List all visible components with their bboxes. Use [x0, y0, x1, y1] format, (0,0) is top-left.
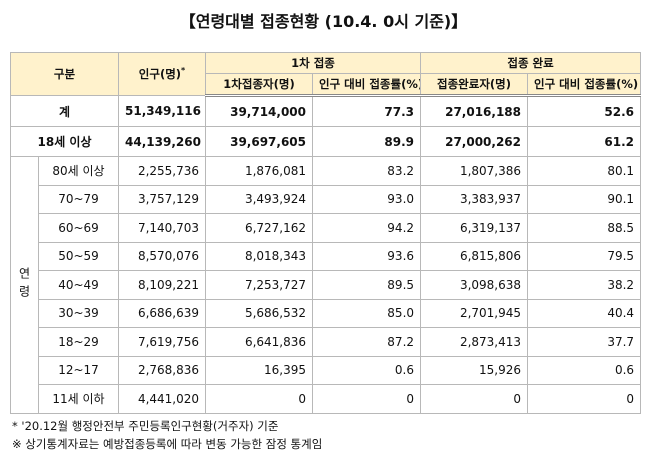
row-label: 18~29 [37, 327, 120, 357]
number-cell: 52.6 [527, 95, 642, 127]
number-cell: 15,926 [420, 355, 529, 385]
header-text: 인구(명) [138, 67, 182, 81]
number-cell: 7,140,703 [118, 213, 207, 243]
row-label: 18세 이상 [9, 126, 120, 157]
number-cell: 0.6 [527, 355, 642, 385]
number-cell: 79.5 [527, 241, 642, 271]
number-cell: 89.5 [312, 270, 422, 300]
number-cell: 0 [527, 384, 642, 414]
number-cell: 80.1 [527, 156, 642, 186]
header-cell: 인구 대비 접종률(%) [527, 73, 642, 97]
number-cell: 4,441,020 [118, 384, 207, 414]
number-cell: 7,619,756 [118, 327, 207, 357]
age-row: 40~49 8,109,221 7,253,727 89.5 3,098,638 38.2 [11, 270, 642, 300]
number-cell: 2,701,945 [420, 298, 529, 328]
age-row: 60~69 7,140,703 6,727,162 94.2 6,319,137 88.5 [11, 213, 642, 243]
footnote: ※ 상기통계자료는 예방접종등록에 따라 변동 가능한 잠정 통계임 [12, 437, 323, 451]
number-cell: 85.0 [312, 298, 422, 328]
age-row: 11세 이하 4,441,020 0 0 0 0 [11, 384, 642, 414]
number-cell: 51,349,116 [118, 95, 207, 127]
footnote: * '20.12월 행정안전부 주민등록인구현황(거주자) 기준 [12, 419, 279, 433]
table-body: 구분 인구(명)* 1차 접종 접종 완료 1차접종자(명) 인구 대비 접종률… [9, 52, 642, 414]
title: 【연령대별 접종현황 (10.4. 0시 기준)】 [179, 12, 468, 31]
header-cell: 1차접종자(명) [205, 73, 314, 97]
number-cell: 8,018,343 [205, 241, 314, 271]
number-cell: 87.2 [312, 327, 422, 357]
number-cell: 93.6 [312, 241, 422, 271]
number-cell: 0 [312, 384, 422, 414]
age-row: 70~79 3,757,129 3,493,924 93.0 3,383,937 90.1 [11, 184, 642, 214]
header-row: 1차접종자(명) 인구 대비 접종률(%) 접종완료자(명) 인구 대비 접종률… [11, 73, 642, 97]
age-row: 12~17 2,768,836 16,395 0.6 15,926 0.6 [11, 355, 642, 385]
summary-row: 계 51,349,116 39,714,000 77.3 27,016,188 52.6 [9, 95, 642, 127]
number-cell: 83.2 [312, 156, 422, 186]
number-cell: 93.0 [312, 184, 422, 214]
header-cell: 인구(명)* [118, 52, 207, 96]
number-cell: 3,757,129 [118, 184, 207, 214]
number-cell: 89.9 [312, 126, 422, 157]
number-cell: 6,815,806 [420, 241, 529, 271]
vaccination-table: 구분 인구(명)* 1차 접종 접종 완료 1차접종자(명) 인구 대비 접종률… [9, 52, 642, 414]
number-cell: 27,000,262 [420, 126, 529, 157]
summary-row: 18세 이상 44,139,260 39,697,605 89.9 27,000,262… [9, 126, 642, 157]
header-cell: 접종완료자(명) [420, 73, 529, 97]
header-row: 구분 인구(명)* 1차 접종 접종 완료 [9, 52, 642, 96]
number-cell: 1,876,081 [205, 156, 314, 186]
row-label: 60~69 [37, 213, 120, 243]
age-row: 30~39 6,686,639 5,686,532 85.0 2,701,945 40.4 [11, 298, 642, 328]
header-cell: 접종 완료 [420, 52, 642, 74]
header-cell: 1차 접종 [205, 52, 422, 74]
footnote-mark: * [181, 66, 186, 76]
number-cell: 0 [420, 384, 529, 414]
group-label: 연령 [10, 156, 39, 414]
number-cell: 16,395 [205, 355, 314, 385]
row-label: 12~17 [37, 355, 120, 385]
header-cell: 인구 대비 접종률(%) [312, 73, 422, 97]
number-cell: 39,697,605 [205, 126, 314, 157]
number-cell: 3,383,937 [420, 184, 529, 214]
number-cell: 61.2 [527, 126, 642, 157]
row-label: 계 [9, 95, 120, 127]
age-row: 18~29 7,619,756 6,641,836 87.2 2,873,413 37.7 [11, 327, 642, 357]
number-cell: 2,873,413 [420, 327, 529, 357]
number-cell: 39,714,000 [205, 95, 314, 127]
number-cell: 8,570,076 [118, 241, 207, 271]
row-label: 50~59 [37, 241, 120, 271]
age-row: 연령 80세 이상 2,255,736 1,876,081 83.2 1,807,386 8… [10, 156, 642, 414]
number-cell: 2,255,736 [118, 156, 207, 186]
number-cell: 6,727,162 [205, 213, 314, 243]
number-cell: 77.3 [312, 95, 422, 127]
number-cell: 2,768,836 [118, 355, 207, 385]
number-cell: 0.6 [312, 355, 422, 385]
number-cell: 8,109,221 [118, 270, 207, 300]
number-cell: 1,807,386 [420, 156, 529, 186]
number-cell: 40.4 [527, 298, 642, 328]
number-cell: 44,139,260 [118, 126, 207, 157]
number-cell: 5,686,532 [205, 298, 314, 328]
header-cell: 구분 [9, 52, 120, 96]
number-cell: 6,319,137 [420, 213, 529, 243]
number-cell: 7,253,727 [205, 270, 314, 300]
number-cell: 90.1 [527, 184, 642, 214]
number-cell: 6,641,836 [205, 327, 314, 357]
row-label: 80세 이상 [37, 156, 120, 186]
row-label: 30~39 [37, 298, 120, 328]
row-label: 11세 이하 [37, 384, 120, 414]
number-cell: 3,493,924 [205, 184, 314, 214]
number-cell: 0 [205, 384, 314, 414]
number-cell: 37.7 [527, 327, 642, 357]
number-cell: 27,016,188 [420, 95, 529, 127]
row-label: 70~79 [37, 184, 120, 214]
number-cell: 94.2 [312, 213, 422, 243]
row-label: 40~49 [37, 270, 120, 300]
age-row: 50~59 8,570,076 8,018,343 93.6 6,815,806 79.5 [11, 241, 642, 271]
number-cell: 3,098,638 [420, 270, 529, 300]
number-cell: 88.5 [527, 213, 642, 243]
number-cell: 38.2 [527, 270, 642, 300]
number-cell: 6,686,639 [118, 298, 207, 328]
